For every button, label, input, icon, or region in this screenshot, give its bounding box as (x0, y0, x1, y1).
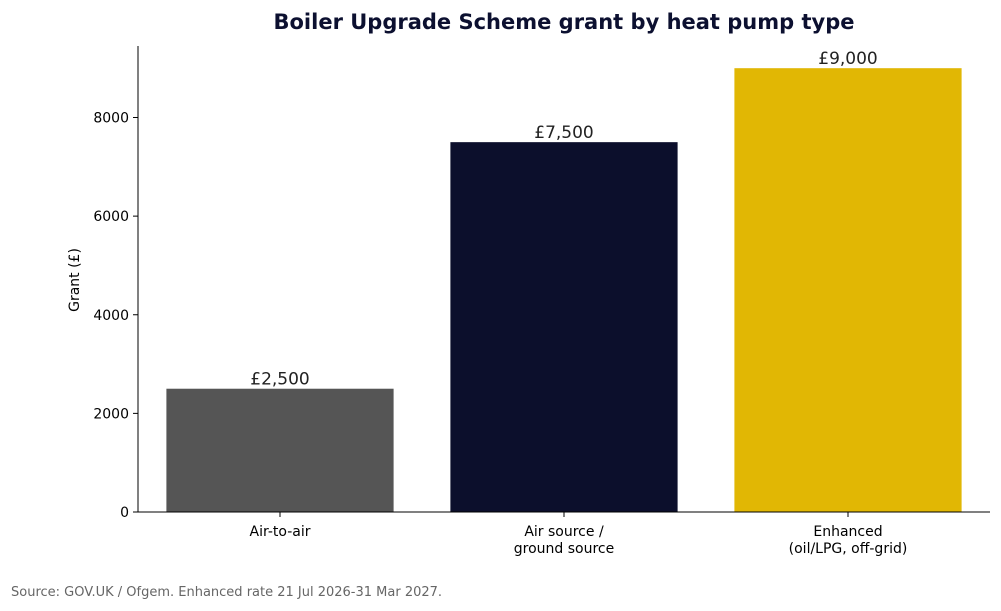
x-tick-label: Enhanced (oil/LPG, off-grid) (789, 524, 908, 557)
bar (734, 68, 962, 512)
bar-value-label: £2,500 (250, 370, 309, 390)
source-note: Source: GOV.UK / Ofgem. Enhanced rate 21… (11, 585, 443, 600)
value-labels-group: £2,500 £7,500 £9,000 (250, 49, 877, 390)
bar (450, 142, 678, 512)
y-axis: 0 2000 4000 6000 8000 (93, 46, 139, 521)
bar-chart: Boiler Upgrade Scheme grant by heat pump… (67, 10, 990, 557)
y-tick-label: 6000 (93, 209, 129, 225)
y-tick-label: 4000 (93, 308, 129, 324)
x-axis: Air-to-air Air source / ground source Enhan… (138, 511, 990, 557)
y-tick-label: 2000 (93, 406, 129, 422)
x-tick-label: Air-to-air (250, 524, 311, 540)
bar-value-label: £7,500 (534, 123, 593, 143)
chart-title: Boiler Upgrade Scheme grant by heat pump… (274, 10, 855, 34)
x-tick-label: Air source / ground source (514, 524, 614, 557)
y-axis-label: Grant (£) (67, 248, 83, 312)
y-tick-label: 8000 (93, 111, 129, 127)
bars-group (166, 68, 962, 512)
bar (166, 388, 394, 512)
y-tick-label: 0 (120, 505, 129, 521)
bar-value-label: £9,000 (818, 49, 877, 69)
